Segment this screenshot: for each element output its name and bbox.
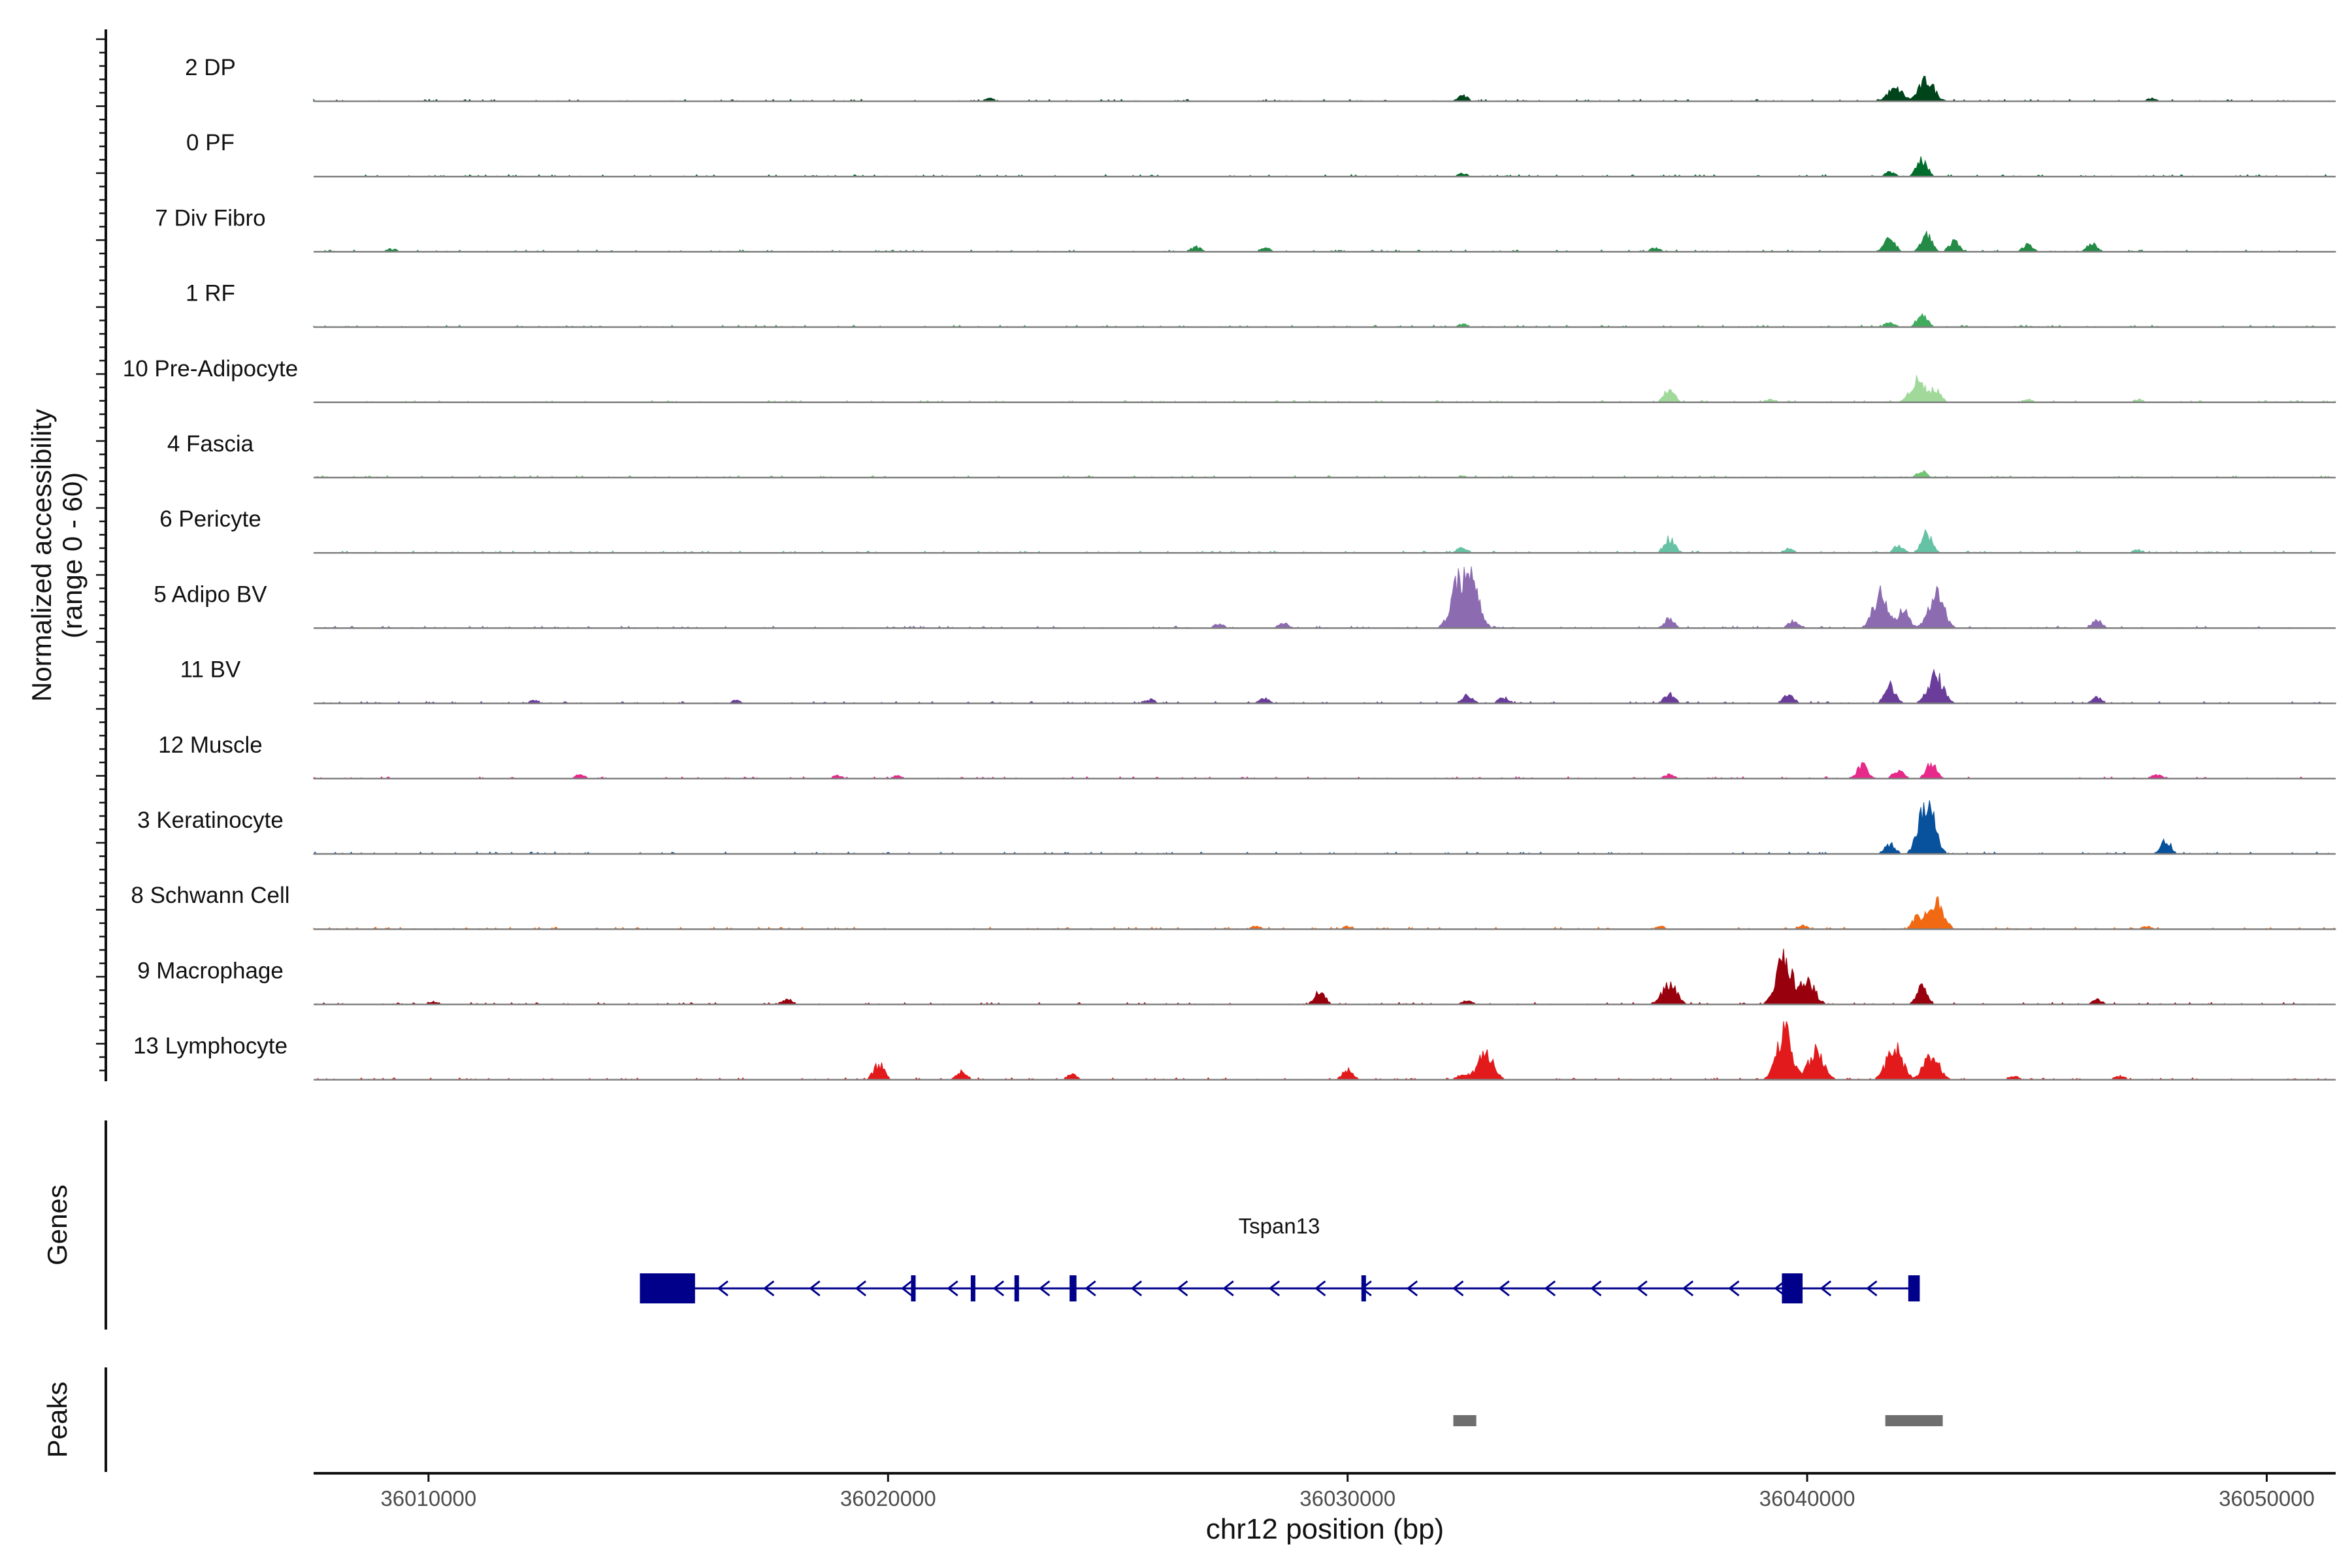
track-label: 0 PF	[186, 130, 235, 155]
track-1-rf: 1 RF	[186, 281, 2336, 328]
strand-chevron	[1636, 1280, 1648, 1297]
gene-exon	[640, 1273, 695, 1303]
gene-track: Tspan13	[640, 1214, 1920, 1303]
track-label: 5 Adipo BV	[154, 581, 267, 607]
strand-chevron	[992, 1280, 1005, 1297]
strand-chevron	[1866, 1280, 1878, 1297]
peak-region-bar	[1885, 1415, 1943, 1426]
strand-chevron	[1406, 1280, 1418, 1297]
track-4-fascia: 4 Fascia	[167, 431, 2336, 479]
gene-exon	[970, 1275, 975, 1301]
gene-exon	[1014, 1275, 1019, 1301]
track-5-adipo-bv: 5 Adipo BV	[154, 566, 2336, 629]
strand-chevron	[1085, 1280, 1096, 1297]
peak-region-bar	[1453, 1415, 1477, 1426]
coverage-tracks: 2 DP 0 PF 7 Div Fibro 1 RF 10 Pre-Adipocyte 4…	[123, 55, 2337, 1081]
track-label: 1 RF	[186, 281, 235, 306]
x-axis-title: chr12 position (bp)	[1206, 1513, 1444, 1545]
coverage-y-ticks	[96, 38, 106, 1071]
track-label: 10 Pre-Adipocyte	[123, 356, 298, 382]
strand-chevron	[1544, 1280, 1556, 1297]
strand-chevron	[1590, 1280, 1602, 1297]
track-9-macrophage: 9 Macrophage	[137, 949, 2336, 1005]
strand-chevron	[762, 1280, 775, 1297]
track-11-bv: 11 BV	[180, 657, 2336, 704]
gene-exon	[1782, 1273, 1803, 1303]
y-axis-title: Normalized accessibility	[26, 409, 57, 702]
gene-exon	[1070, 1275, 1077, 1301]
coverage-area	[314, 156, 2336, 177]
x-axis-ticks: 36010000 36020000 36030000 36040000 36050000	[380, 1473, 2315, 1511]
strand-chevron	[809, 1280, 821, 1297]
strand-chevron	[717, 1280, 728, 1297]
peaks-panel-label: Peaks	[42, 1382, 73, 1458]
track-8-schwann-cell: 8 Schwann Cell	[131, 883, 2337, 930]
strand-chevron	[1130, 1280, 1143, 1297]
track-0-pf: 0 PF	[186, 130, 2336, 178]
coverage-area	[312, 800, 2336, 855]
coverage-area	[313, 896, 2337, 930]
strand-chevron	[1222, 1280, 1234, 1297]
gene-name-label: Tspan13	[1239, 1214, 1320, 1238]
x-tick-label: 36040000	[1759, 1486, 1855, 1511]
track-label: 2 DP	[185, 55, 236, 80]
coverage-area	[314, 949, 2336, 1005]
track-13-lymphocyte: 13 Lymphocyte	[133, 1021, 2336, 1081]
coverage-area	[314, 375, 2336, 403]
track-2-dp: 2 DP	[185, 55, 2336, 103]
strand-chevron	[1774, 1280, 1786, 1297]
strand-chevron	[1820, 1280, 1832, 1297]
strand-chevron	[900, 1280, 913, 1297]
gene-exon	[911, 1275, 916, 1301]
strand-chevron	[1452, 1280, 1464, 1297]
coverage-area	[314, 1021, 2336, 1081]
coverage-area	[314, 668, 2336, 704]
track-3-keratinocyte: 3 Keratinocyte	[137, 800, 2336, 855]
strand-chevron	[1177, 1280, 1188, 1297]
x-tick-label: 36010000	[380, 1486, 476, 1511]
track-label: 9 Macrophage	[137, 958, 284, 983]
track-label: 12 Muscle	[158, 732, 263, 758]
strand-chevron	[1682, 1280, 1694, 1297]
track-label: 13 Lymphocyte	[133, 1034, 287, 1059]
coverage-area	[313, 762, 2336, 779]
track-12-muscle: 12 Muscle	[158, 732, 2336, 780]
coverage-area	[313, 312, 2336, 328]
track-label: 8 Schwann Cell	[131, 883, 289, 908]
x-tick-label: 36030000	[1299, 1486, 1396, 1511]
genes-panel-label: Genes	[42, 1184, 73, 1266]
strand-chevron	[1728, 1280, 1740, 1297]
track-label: 4 Fascia	[167, 431, 254, 457]
track-label: 7 Div Fibro	[155, 205, 265, 231]
strand-chevron	[855, 1280, 866, 1297]
x-tick-label: 36020000	[840, 1486, 936, 1511]
strand-chevron	[947, 1280, 958, 1297]
strand-chevron	[1038, 1280, 1051, 1297]
strand-chevron	[1498, 1280, 1510, 1297]
track-label: 3 Keratinocyte	[137, 808, 284, 833]
strand-chevron	[1268, 1280, 1281, 1297]
coverage-area	[313, 76, 2336, 102]
track-7-div-fibro: 7 Div Fibro	[155, 205, 2336, 253]
coverage-area	[314, 566, 2336, 629]
track-label: 6 Pericyte	[159, 506, 261, 532]
track-label: 11 BV	[180, 657, 241, 683]
peak-regions	[1453, 1415, 1943, 1426]
strand-chevron	[1315, 1280, 1326, 1297]
x-tick-label: 36050000	[2219, 1486, 2315, 1511]
gene-exon	[1908, 1275, 1920, 1301]
gene-exon	[1361, 1275, 1366, 1301]
coverage-area	[314, 230, 2336, 253]
y-axis-range-label: (range 0 - 60)	[57, 472, 88, 638]
coverage-area	[314, 470, 2336, 478]
coverage-area	[314, 529, 2336, 553]
track-10-pre-adipocyte: 10 Pre-Adipocyte	[123, 356, 2336, 404]
track-6-pericyte: 6 Pericyte	[159, 506, 2336, 554]
